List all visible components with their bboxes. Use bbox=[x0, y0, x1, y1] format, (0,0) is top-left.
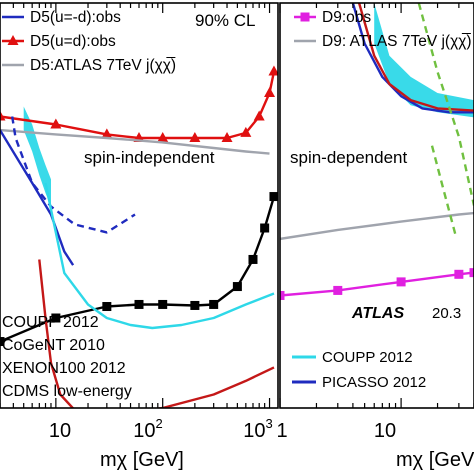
plot-area bbox=[0, 65, 278, 408]
data-point bbox=[469, 268, 474, 278]
data-point bbox=[0, 337, 5, 347]
legend-label: XENON100 2012 bbox=[2, 360, 126, 377]
data-point bbox=[264, 87, 276, 97]
left-panel: 10 102 103 mχ [GeV] D5(u=-d):obs D5(u=d):obs D… bbox=[0, 2, 279, 471]
data-point bbox=[260, 223, 270, 233]
x-tick-label: 10 bbox=[374, 420, 396, 442]
data-point bbox=[454, 269, 464, 279]
annotation: 20.3 bbox=[432, 305, 461, 322]
data-point bbox=[396, 277, 406, 287]
series-line-xenon100-2012 bbox=[38, 259, 275, 408]
tick-exponent: 2 bbox=[156, 416, 163, 431]
data-point bbox=[253, 110, 265, 121]
data-point bbox=[0, 110, 6, 121]
series-line-d9-atlas-7tev-j bbox=[280, 211, 474, 241]
data-point bbox=[280, 290, 285, 300]
data-point bbox=[190, 300, 200, 310]
series-line-picasso-2012 bbox=[351, 3, 474, 114]
legend-label: COUPP 2012 bbox=[322, 349, 413, 366]
legend-label: D5(u=d):obs bbox=[30, 33, 116, 50]
annotation: ATLAS bbox=[351, 305, 404, 322]
plot-area bbox=[280, 3, 474, 300]
data-point bbox=[157, 132, 169, 142]
legend-label: CDMS low-energy bbox=[2, 383, 132, 400]
data-point bbox=[232, 282, 242, 292]
legend-marker bbox=[300, 12, 310, 22]
x-tick-label: 1 bbox=[276, 420, 287, 442]
series-line-d5-u-d-obs bbox=[0, 71, 276, 140]
x-tick-label: 103 bbox=[243, 416, 272, 442]
data-point bbox=[248, 254, 258, 264]
x-tick-label: 10 bbox=[49, 420, 71, 442]
x-tick-label: 102 bbox=[133, 416, 162, 442]
series-line-series bbox=[417, 3, 474, 206]
annotation: 90% CL bbox=[195, 11, 255, 30]
legend-marker bbox=[7, 35, 19, 45]
data-point bbox=[102, 302, 112, 312]
legend-label: D9:obs bbox=[322, 9, 371, 26]
data-point bbox=[268, 65, 278, 76]
data-point bbox=[221, 132, 233, 142]
annotation: spin-dependent bbox=[290, 148, 407, 167]
data-point bbox=[50, 118, 62, 129]
annotation: spin-independent bbox=[84, 148, 215, 167]
series-line-series bbox=[430, 145, 457, 235]
legend-label: D5:ATLAS 7TeV j(χχ̅) bbox=[30, 57, 176, 74]
legend-label: D9: ATLAS 7TeV j(χχ̅) bbox=[322, 33, 472, 50]
data-point bbox=[209, 299, 219, 309]
legend-label: COUPP 2012 bbox=[2, 314, 99, 331]
data-point bbox=[240, 126, 252, 137]
series-line-coupp-2012 bbox=[44, 182, 275, 330]
legend-label: CoGeNT 2010 bbox=[2, 337, 105, 354]
series-line-d5-atlas-7tev-j bbox=[0, 128, 270, 155]
data-point bbox=[51, 313, 61, 323]
x-axis-label: mχ [GeV] bbox=[396, 449, 474, 471]
series-line-d9-obs bbox=[280, 271, 474, 297]
data-point bbox=[333, 285, 343, 295]
legend-label: PICASSO 2012 bbox=[322, 374, 426, 391]
legend-label: D5(u=-d):obs bbox=[30, 9, 121, 26]
data-point bbox=[134, 299, 144, 309]
band-series bbox=[374, 3, 474, 118]
data-point bbox=[269, 192, 278, 202]
data-point bbox=[101, 128, 113, 139]
tick-exponent: 3 bbox=[266, 416, 273, 431]
data-point bbox=[189, 132, 201, 142]
data-point bbox=[158, 299, 168, 309]
plot-frame bbox=[279, 2, 474, 409]
series-line-series bbox=[357, 3, 474, 112]
x-axis-label: mχ [GeV] bbox=[100, 449, 184, 471]
